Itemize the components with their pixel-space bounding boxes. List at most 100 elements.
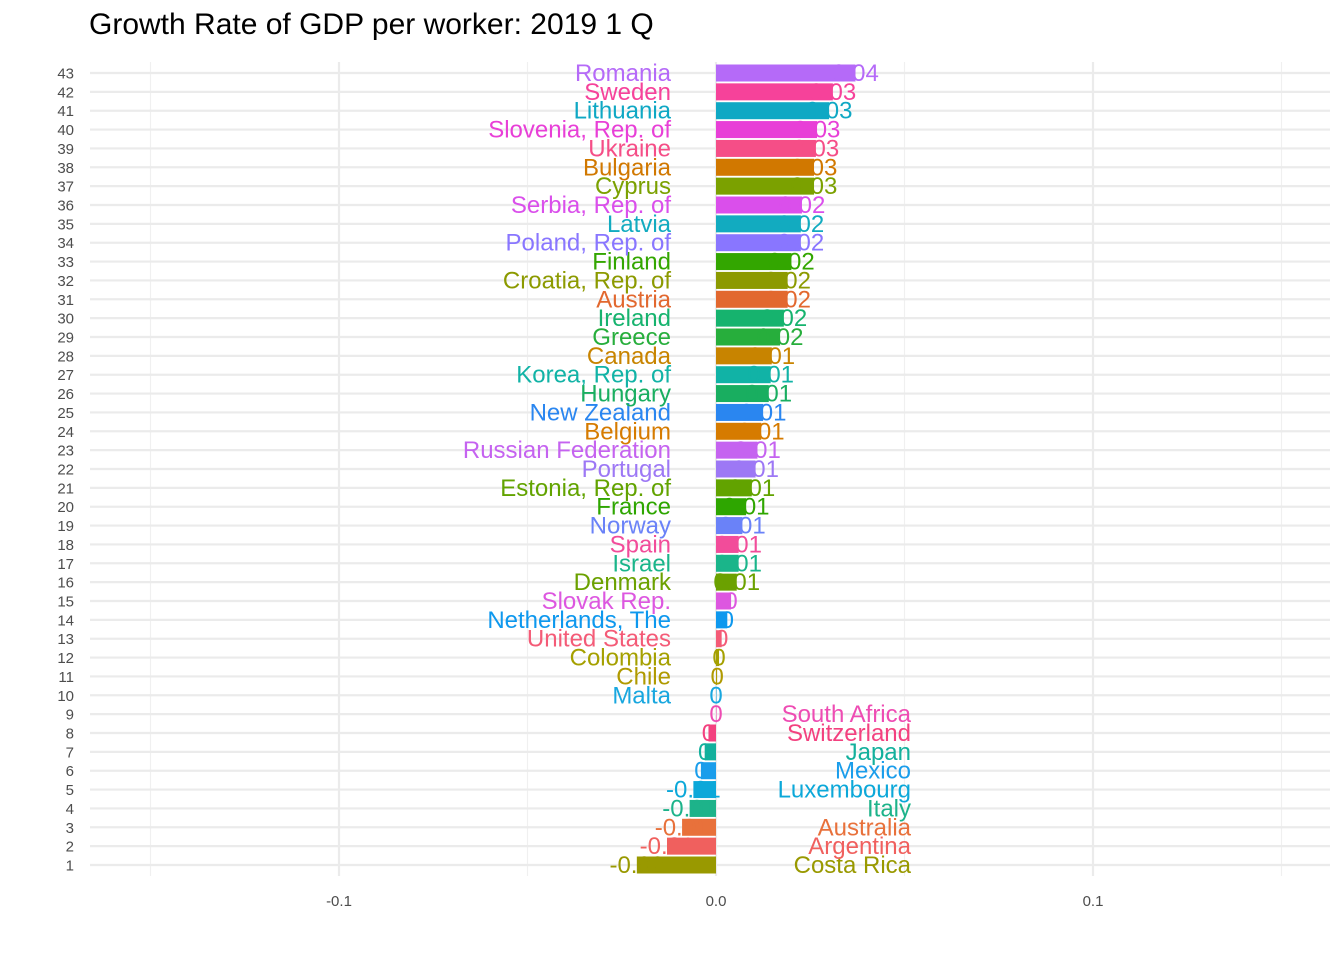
- value-label: 0: [721, 607, 734, 634]
- y-tick-label: 25: [57, 405, 74, 422]
- value-labels: -0.02-0.01-0.01-0.01-0.0100000000000.010…: [609, 60, 878, 879]
- value-label: 0: [702, 720, 715, 747]
- y-tick-label: 28: [57, 348, 74, 365]
- y-tick-label: 37: [57, 179, 74, 196]
- value-label: 0.02: [757, 324, 804, 351]
- value-label: 0.01: [734, 437, 781, 464]
- bar-26: [716, 385, 769, 403]
- value-label: 0: [710, 663, 723, 690]
- y-tick-label: 17: [57, 556, 74, 573]
- country-label: Cyprus: [595, 173, 671, 200]
- bar-8: [708, 724, 716, 742]
- bar-35: [716, 215, 801, 233]
- y-tick-label: 19: [57, 518, 74, 535]
- bar-29: [716, 328, 781, 346]
- y-tick-label: 9: [66, 707, 74, 724]
- bar-28: [716, 347, 772, 365]
- bar-6: [700, 762, 716, 780]
- value-label: 0.02: [764, 286, 811, 313]
- bar-18: [716, 535, 739, 553]
- country-label: Australia: [818, 814, 912, 841]
- value-label: 0.01: [723, 494, 770, 521]
- y-tick-label: 40: [57, 122, 74, 139]
- country-label: Sweden: [584, 79, 671, 106]
- value-label: 0: [698, 739, 711, 766]
- y-tick-label: 12: [57, 650, 74, 667]
- bar-1: [636, 856, 716, 874]
- bar-17: [716, 554, 739, 572]
- bar-27: [716, 366, 771, 384]
- bar-3: [682, 818, 716, 836]
- value-label: 0.01: [740, 399, 787, 426]
- country-label: Latvia: [607, 211, 672, 238]
- y-tick-label: 6: [66, 763, 74, 780]
- country-label: Netherlands, The: [487, 607, 671, 634]
- bar-34: [716, 234, 801, 252]
- country-label: France: [596, 494, 671, 521]
- bar-10: [716, 686, 717, 704]
- value-label: 0.02: [768, 249, 815, 276]
- bar-21: [716, 479, 752, 497]
- bar-7: [704, 743, 716, 761]
- value-label: 0.03: [806, 98, 853, 125]
- value-label: 0.03: [810, 79, 857, 106]
- country-label: Russian Federation: [463, 437, 671, 464]
- bar-15: [716, 592, 732, 610]
- y-tick-label: 24: [57, 424, 74, 441]
- bar-2: [666, 837, 716, 855]
- bar-22: [716, 460, 756, 478]
- x-axis-ticks: -0.1 0.0 0.1: [326, 893, 1103, 910]
- country-label: Slovenia, Rep. of: [488, 117, 671, 144]
- y-tick-label: 30: [57, 311, 74, 328]
- value-label: -0.01: [662, 795, 717, 822]
- y-tick-label: 42: [57, 84, 74, 101]
- value-label: 0: [709, 701, 722, 728]
- country-label: Malta: [612, 682, 671, 709]
- y-tick-label: 39: [57, 141, 74, 158]
- value-label: 0.01: [738, 418, 785, 445]
- country-label: Estonia, Rep. of: [500, 475, 671, 502]
- value-label: 0: [724, 588, 737, 615]
- value-label: 0.01: [713, 569, 760, 596]
- bar-31: [716, 290, 788, 308]
- bar-12: [716, 649, 720, 667]
- country-label: Italy: [867, 795, 911, 822]
- y-tick-label: 36: [57, 198, 74, 215]
- bar-33: [716, 253, 792, 271]
- country-label: Japan: [846, 739, 911, 766]
- y-tick-label: 43: [57, 66, 74, 83]
- value-label: 0.02: [777, 230, 824, 257]
- value-label: 0.04: [832, 60, 879, 87]
- value-label: 0.01: [728, 475, 775, 502]
- y-axis-ticks: 1234567891011121314151617181920212223242…: [57, 66, 74, 875]
- country-label: Israel: [612, 550, 671, 577]
- bar-4: [689, 799, 716, 817]
- country-label: Greece: [592, 324, 671, 351]
- value-label: 0: [712, 645, 725, 672]
- bar-20: [716, 498, 747, 516]
- bar-16: [716, 573, 737, 591]
- country-label: Romania: [575, 60, 672, 87]
- y-tick-label: 13: [57, 631, 74, 648]
- bar-23: [716, 441, 758, 459]
- y-tick-label: 23: [57, 443, 74, 460]
- value-label: 0.01: [747, 362, 794, 389]
- value-label: 0.01: [715, 550, 762, 577]
- country-label: Slovak Rep.: [542, 588, 671, 615]
- country-label: Luxembourg: [778, 777, 911, 804]
- bar-30: [716, 309, 784, 327]
- bar-11: [716, 667, 718, 685]
- x-tick-label: -0.1: [326, 893, 352, 910]
- value-label: 0: [709, 682, 722, 709]
- y-tick-label: 38: [57, 160, 74, 177]
- value-label: 0.01: [719, 513, 766, 540]
- bar-38: [716, 158, 815, 176]
- y-tick-label: 27: [57, 367, 74, 384]
- bar-37: [716, 177, 815, 195]
- y-tick-label: 15: [57, 594, 74, 611]
- x-tick-label: 0.1: [1083, 893, 1104, 910]
- y-tick-label: 2: [66, 839, 74, 856]
- country-label: Serbia, Rep. of: [511, 192, 671, 219]
- bar-19: [716, 517, 743, 535]
- y-tick-label: 4: [66, 801, 74, 818]
